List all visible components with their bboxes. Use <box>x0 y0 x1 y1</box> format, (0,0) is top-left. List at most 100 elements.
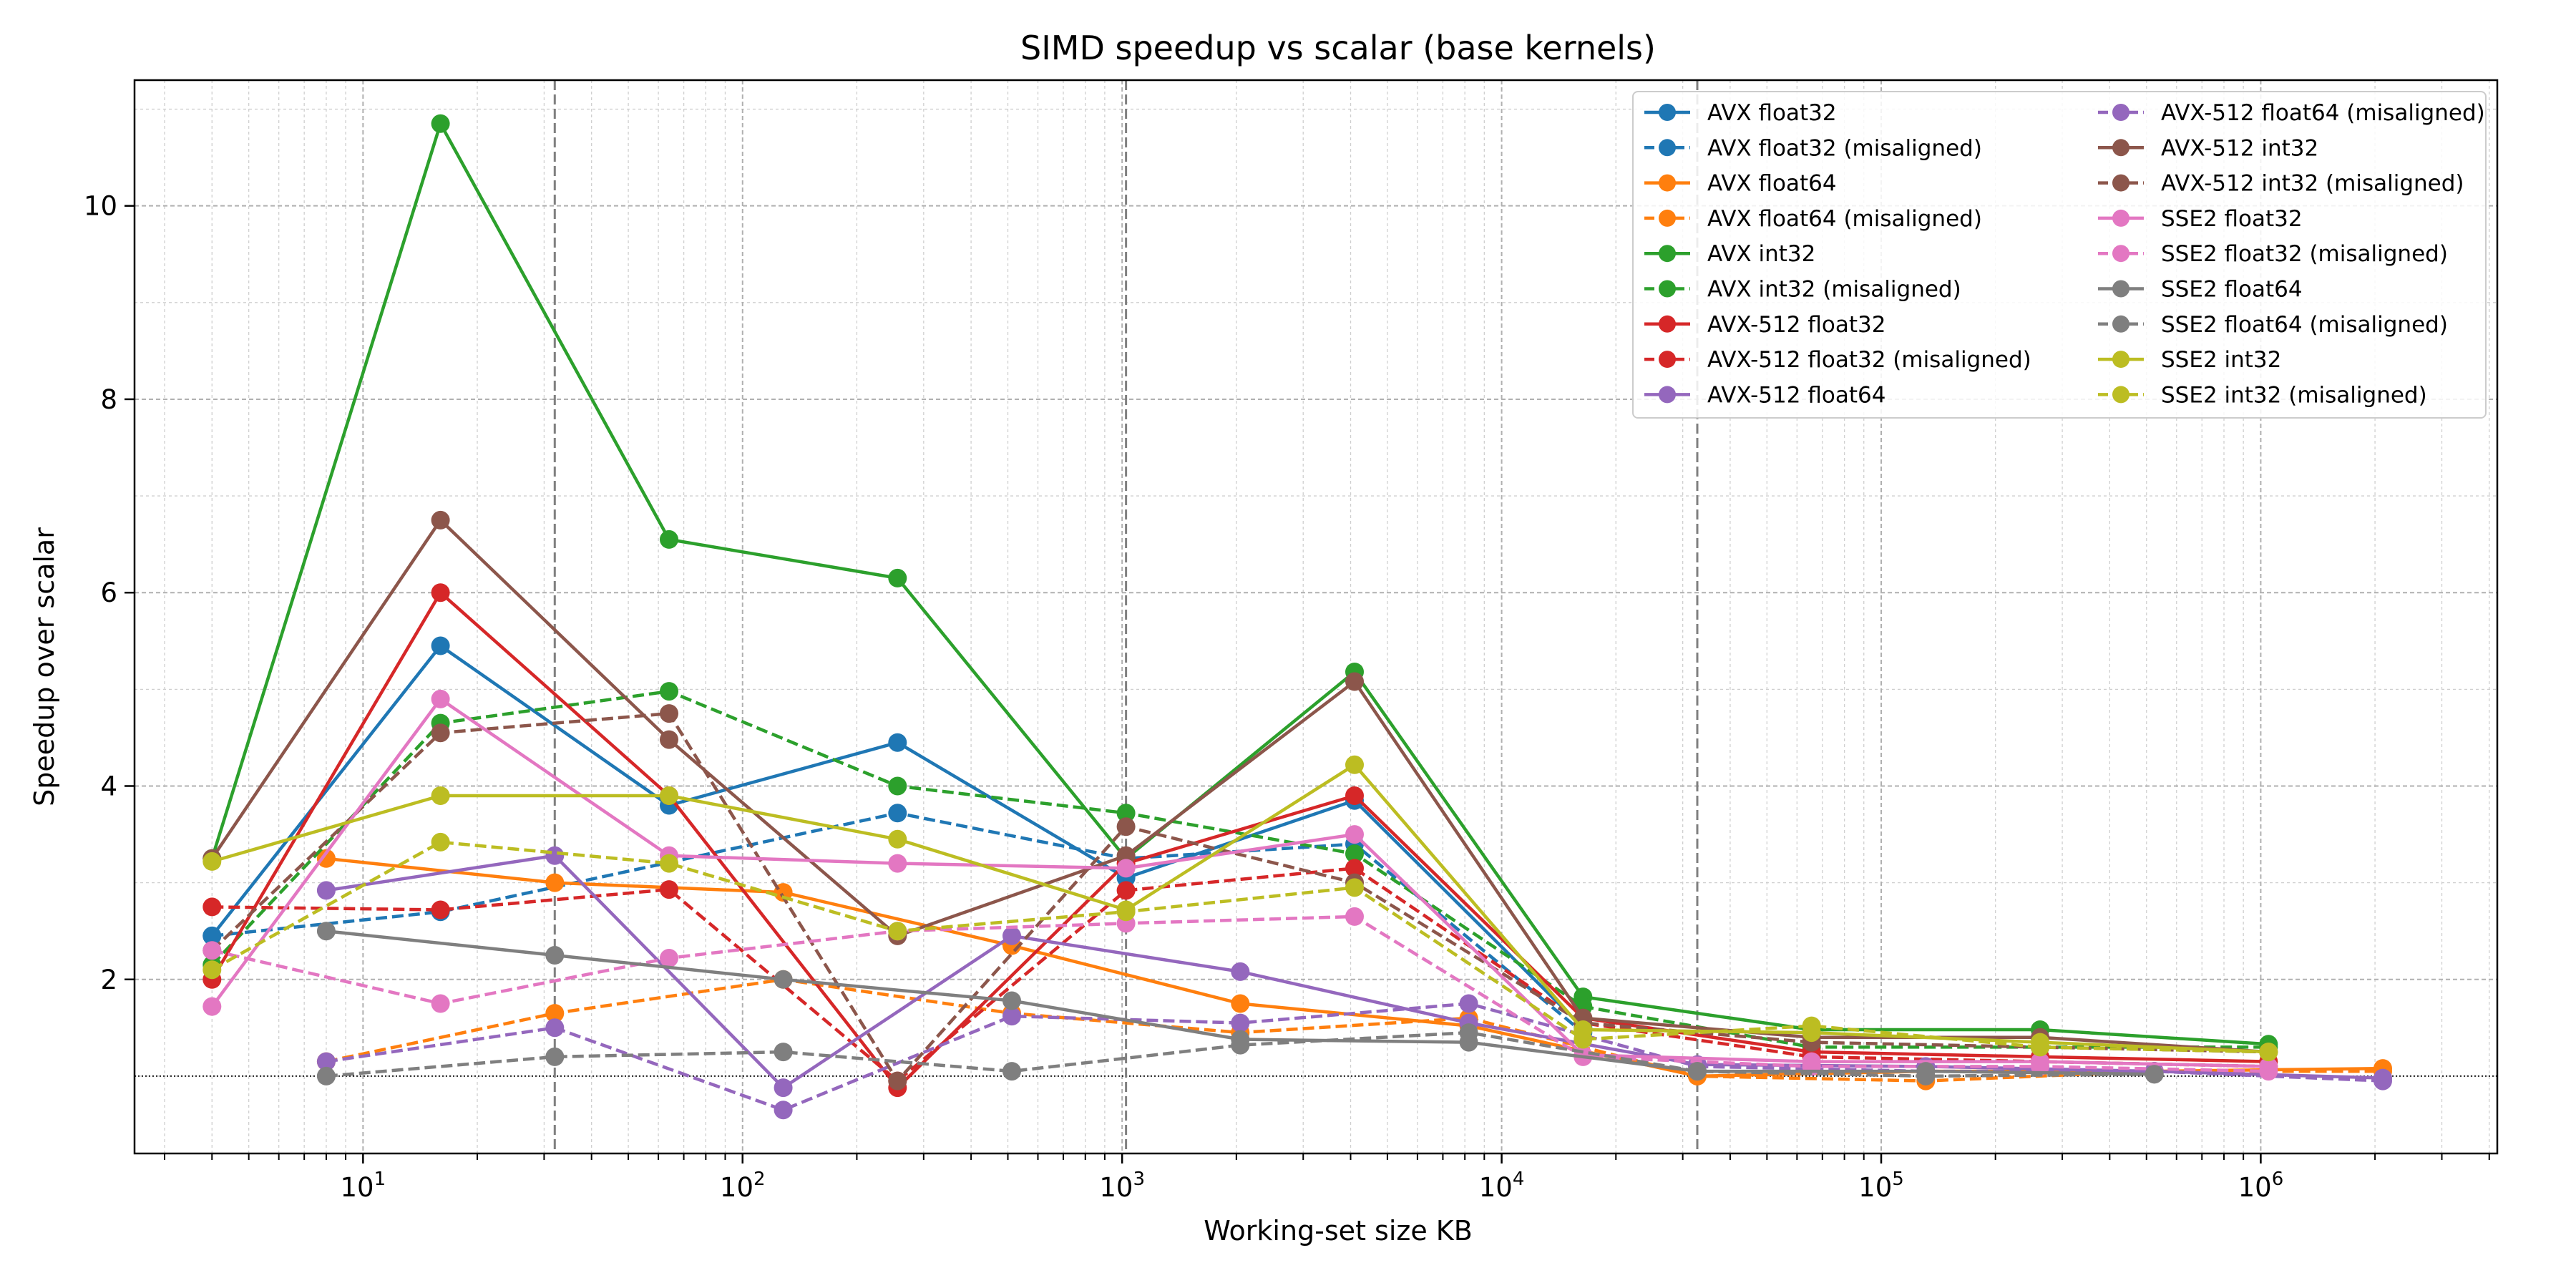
legend-swatch-marker <box>2112 245 2129 263</box>
data-point <box>774 1043 793 1062</box>
series-line <box>210 122 2269 1046</box>
chart-title: SIMD speedup vs scalar (base kernels) <box>1020 29 1656 67</box>
data-point <box>1688 1062 1707 1081</box>
data-point <box>1916 1066 1936 1085</box>
x-tick-label: 101 <box>341 1169 386 1203</box>
x-axis-label: Working-set size KB <box>1204 1215 1473 1246</box>
legend-swatch-marker <box>1659 174 1676 192</box>
data-point <box>203 941 222 960</box>
data-point <box>1802 1016 1821 1035</box>
data-point <box>431 832 450 852</box>
data-point <box>545 1047 565 1066</box>
x-tick-label: 104 <box>1479 1169 1525 1203</box>
data-point <box>545 873 565 892</box>
data-point <box>1345 859 1364 878</box>
legend-item: AVX float32 <box>1644 100 1837 126</box>
legend-label: AVX int32 (misaligned) <box>1707 277 1961 303</box>
legend-item: AVX-512 float64 <box>1644 382 1885 408</box>
data-point <box>545 1004 565 1023</box>
data-point <box>660 786 678 805</box>
data-point <box>431 900 450 919</box>
series-line <box>210 590 2269 1090</box>
legend-item: SSE2 float32 (misaligned) <box>2098 241 2448 267</box>
legend-label: AVX-512 int32 (misaligned) <box>2161 171 2464 197</box>
data-point <box>774 1078 793 1098</box>
data-point <box>1116 859 1136 878</box>
data-point <box>660 880 678 899</box>
data-point <box>2259 1043 2278 1062</box>
data-point <box>1231 1035 1250 1055</box>
data-point <box>1574 1030 1593 1049</box>
legend-swatch-marker <box>2112 104 2129 121</box>
data-point <box>1459 994 1478 1013</box>
legend-label: SSE2 float64 (misaligned) <box>2161 312 2448 338</box>
data-point <box>2373 1071 2392 1091</box>
data-point <box>1345 672 1364 691</box>
data-point <box>660 854 678 873</box>
series-line <box>210 689 2269 1049</box>
legend-label: AVX-512 float32 <box>1707 312 1885 338</box>
data-point <box>1345 786 1364 805</box>
data-point <box>660 704 678 723</box>
data-point <box>1002 991 1021 1010</box>
y-tick-label: 6 <box>100 577 117 608</box>
legend-label: AVX-512 int32 <box>2161 135 2318 161</box>
legend-item: AVX-512 float32 (misaligned) <box>1644 347 2031 373</box>
legend-box <box>1632 91 2487 419</box>
data-point <box>316 1052 336 1071</box>
series-line <box>210 697 2269 1068</box>
legend-label: SSE2 int32 (misaligned) <box>2161 382 2427 408</box>
series-line <box>212 811 1584 1034</box>
legend-item: SSE2 float64 <box>2098 277 2303 303</box>
data-point <box>1345 755 1364 774</box>
data-point <box>1116 804 1136 823</box>
legend-item: SSE2 int32 (misaligned) <box>2098 382 2427 408</box>
y-tick-label: 8 <box>100 384 117 415</box>
data-point <box>1345 907 1364 926</box>
legend-swatch-marker <box>1659 386 1676 404</box>
legend-item: SSE2 float32 <box>2098 206 2303 232</box>
legend: AVX float32 AVX float32 (misaligned) AVX f… <box>1632 91 2487 419</box>
legend-item: AVX int32 (misaligned) <box>1644 277 1961 303</box>
legend-swatch-marker <box>1659 104 1676 121</box>
series-layer <box>203 114 2392 1120</box>
legend-swatch-marker <box>2112 209 2129 227</box>
legend-item: AVX-512 float64 (misaligned) <box>2098 100 2485 126</box>
data-point <box>660 682 678 701</box>
series-line <box>211 840 2269 1054</box>
legend-swatch-marker <box>1659 245 1676 263</box>
data-point <box>1231 994 1250 1013</box>
data-point <box>1231 1013 1250 1033</box>
legend-label: AVX-512 float64 <box>1707 382 1885 408</box>
data-point <box>1002 1007 1021 1026</box>
series-line <box>326 1002 2384 1112</box>
legend-swatch-marker <box>2112 174 2129 192</box>
data-point <box>431 510 450 530</box>
data-point <box>774 970 793 989</box>
data-point <box>2031 1038 2049 1057</box>
series-line <box>326 1030 2155 1078</box>
data-point <box>545 846 565 865</box>
x-tick-label: 106 <box>2238 1169 2284 1203</box>
data-point <box>316 849 336 868</box>
data-point <box>1116 817 1136 836</box>
legend-item: AVX-512 float32 <box>1644 312 1885 338</box>
legend-swatch-marker <box>2112 351 2129 369</box>
data-point <box>203 897 222 917</box>
data-point <box>660 730 678 749</box>
series-line <box>211 763 2269 1054</box>
legend-swatch-marker <box>1659 351 1676 369</box>
legend-item: SSE2 int32 <box>2098 347 2281 373</box>
legend-label: SSE2 float32 (misaligned) <box>2161 241 2448 267</box>
data-point <box>2259 1062 2278 1081</box>
axis-ticks: 2 4 6 8 10 101 102 103 104 105 106 <box>84 191 2490 1203</box>
data-point <box>316 922 336 941</box>
data-point <box>431 114 450 133</box>
data-point <box>431 994 450 1013</box>
legend-label: SSE2 float32 <box>2161 206 2303 232</box>
data-point <box>545 946 565 965</box>
plot-frame <box>133 79 2499 1155</box>
data-point <box>203 852 222 871</box>
legend-swatch-marker <box>2112 280 2129 298</box>
